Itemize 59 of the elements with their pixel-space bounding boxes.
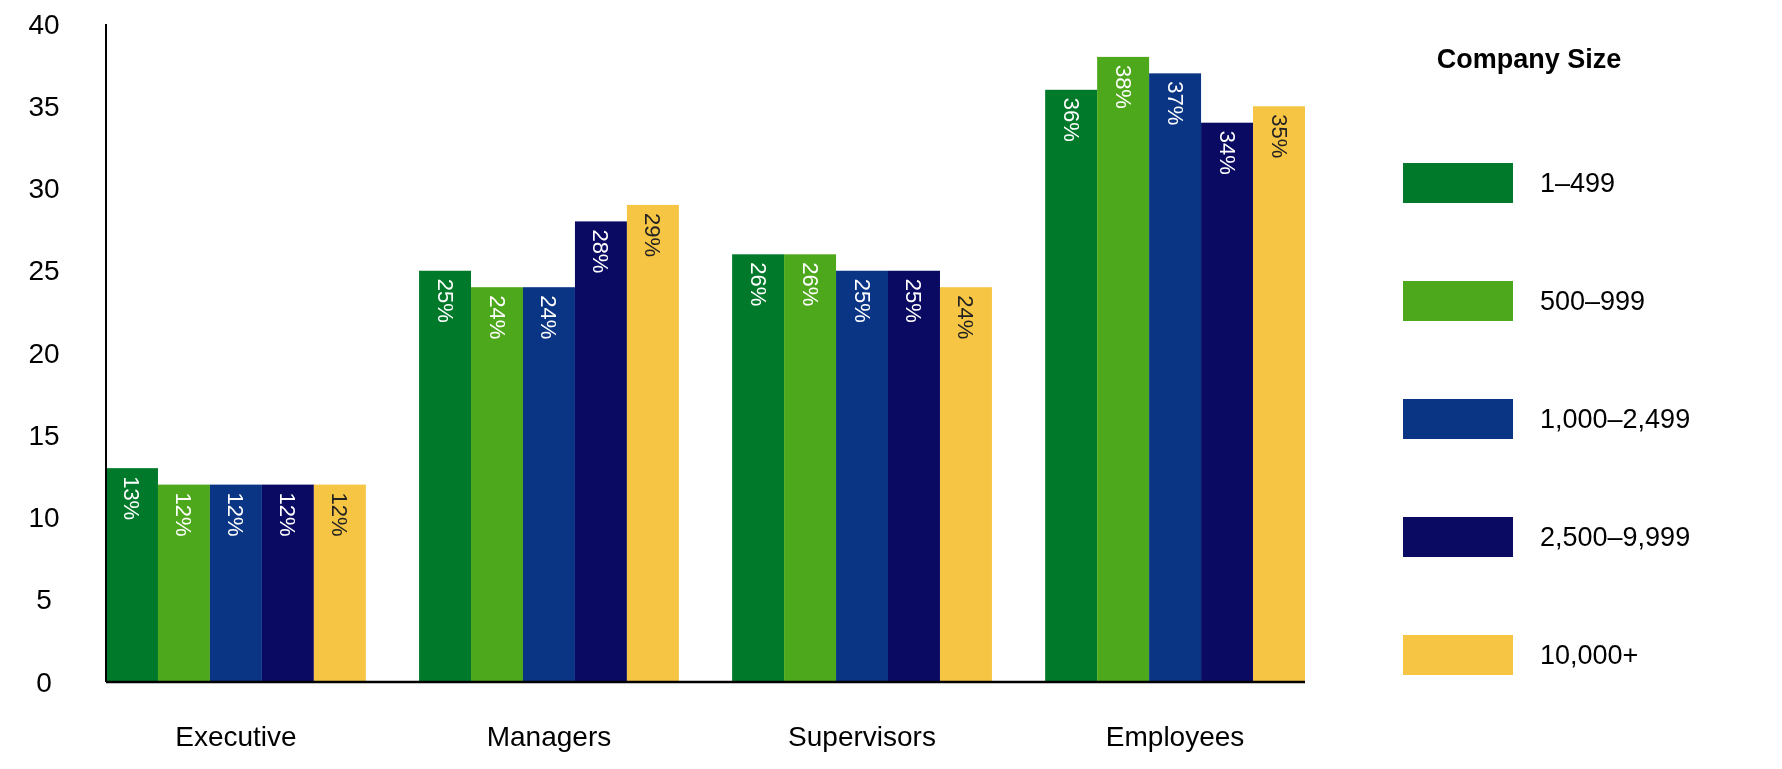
bar bbox=[626, 204, 679, 682]
bar bbox=[261, 484, 314, 682]
bar bbox=[1201, 122, 1254, 682]
data-label: 38% bbox=[1110, 64, 1136, 109]
legend-label: 10,000+ bbox=[1540, 640, 1639, 670]
y-tick-label: 25 bbox=[28, 255, 60, 287]
y-tick-label: 40 bbox=[28, 8, 60, 40]
data-label: 26% bbox=[745, 262, 771, 307]
data-label: 26% bbox=[797, 262, 823, 307]
bar bbox=[209, 484, 262, 682]
data-label: 24% bbox=[953, 295, 979, 340]
bar bbox=[1253, 106, 1305, 682]
legend-title: Company Size bbox=[1436, 44, 1622, 74]
data-label: 28% bbox=[588, 229, 614, 274]
bar bbox=[784, 254, 837, 682]
bar bbox=[888, 270, 940, 682]
bar bbox=[836, 270, 889, 682]
data-label: 13% bbox=[119, 476, 145, 521]
bar bbox=[471, 287, 523, 682]
legend-label: 500–999 bbox=[1540, 286, 1646, 316]
y-tick-label: 10 bbox=[28, 502, 60, 533]
data-label: 12% bbox=[171, 492, 197, 537]
bar bbox=[419, 270, 472, 682]
bar bbox=[106, 468, 158, 682]
bar bbox=[1149, 73, 1202, 682]
bar bbox=[522, 287, 575, 682]
bar bbox=[574, 221, 627, 682]
y-tick-label: 35 bbox=[28, 90, 60, 122]
data-label: 25% bbox=[849, 278, 875, 323]
data-label: 36% bbox=[1058, 97, 1084, 142]
x-tick-label: Employees bbox=[1105, 721, 1245, 752]
data-label: 35% bbox=[1266, 114, 1292, 159]
x-tick-label: Supervisors bbox=[788, 721, 936, 752]
bar bbox=[732, 254, 785, 682]
x-tick-label: Executive bbox=[175, 721, 297, 752]
y-tick-label: 0 bbox=[36, 666, 52, 698]
legend-label: 1,000–2,499 bbox=[1540, 404, 1691, 434]
data-label: 37% bbox=[1162, 81, 1188, 126]
data-label: 25% bbox=[432, 278, 458, 323]
data-label: 24% bbox=[536, 295, 562, 340]
bar bbox=[939, 287, 992, 682]
bar bbox=[157, 484, 210, 682]
y-tick-label: 20 bbox=[28, 337, 60, 369]
data-label: 29% bbox=[640, 212, 666, 257]
y-tick-label: 15 bbox=[28, 419, 60, 451]
data-label: 12% bbox=[327, 492, 353, 537]
data-label: 25% bbox=[901, 278, 927, 323]
y-tick-label: 30 bbox=[28, 173, 60, 204]
data-label: 12% bbox=[223, 492, 249, 537]
y-tick-label: 5 bbox=[36, 584, 52, 616]
data-label: 24% bbox=[484, 295, 510, 340]
data-label: 34% bbox=[1214, 130, 1240, 175]
x-tick-label: Managers bbox=[486, 721, 612, 752]
data-label: 12% bbox=[275, 492, 301, 537]
legend-label: 1–499 bbox=[1540, 168, 1616, 198]
legend-label: 2,500–9,999 bbox=[1540, 522, 1691, 552]
bar bbox=[313, 484, 366, 682]
bar bbox=[1045, 89, 1098, 682]
bar bbox=[1097, 56, 1150, 682]
